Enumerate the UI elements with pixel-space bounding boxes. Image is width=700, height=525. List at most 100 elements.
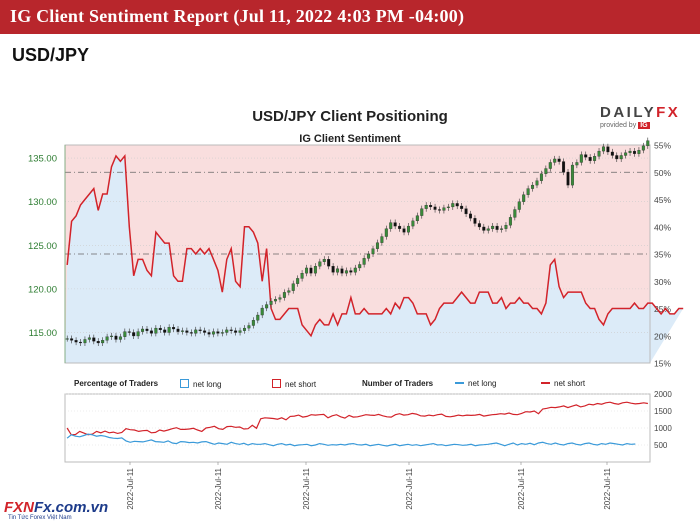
candle-body <box>141 328 145 332</box>
candle-body <box>628 150 632 153</box>
candle-body <box>531 184 535 189</box>
chart-subtitle: IG Client Sentiment <box>299 133 401 145</box>
candle-body <box>220 332 224 334</box>
candle-body <box>637 150 641 154</box>
candle-body <box>517 201 521 210</box>
report-header-bar: IG Client Sentiment Report (Jul 11, 2022… <box>0 0 700 34</box>
price-axis-tick-label: 115.00 <box>29 328 57 339</box>
candle-body <box>375 242 379 249</box>
net-short-swatch-icon <box>272 379 281 388</box>
price-axis-tick-label: 125.00 <box>28 241 57 252</box>
candle-body <box>145 328 149 331</box>
candle-body <box>402 228 406 233</box>
candle-body <box>367 253 371 259</box>
candle-body <box>105 336 109 341</box>
x-axis-date-label: 2022-Jul-11 <box>405 467 414 509</box>
percent-axis-tick-label: 20% <box>654 331 671 341</box>
candle-body <box>114 335 118 340</box>
percent-axis-tick-label: 30% <box>654 277 671 287</box>
candle-body <box>619 155 623 160</box>
candle-body <box>544 168 548 174</box>
dailyfx-wordmark: DAILY <box>600 104 657 121</box>
fxn-mark: FXN <box>4 499 34 516</box>
x-axis-date-label: 2022-Jul-11 <box>126 467 135 509</box>
candle-body <box>278 297 282 300</box>
candle-body <box>451 203 455 208</box>
candle-body <box>464 208 468 215</box>
legend-pct-net-short: net short <box>272 379 316 389</box>
candle-body <box>646 140 650 147</box>
candle-body <box>513 209 517 218</box>
candle-body <box>269 300 273 305</box>
candle-body <box>243 327 246 331</box>
candle-body <box>87 337 91 340</box>
legend-pct-net-long-label: net long <box>193 380 222 389</box>
candle-body <box>358 264 362 269</box>
candle-body <box>504 225 508 229</box>
candle-body <box>265 304 269 309</box>
candle-body <box>482 226 486 231</box>
x-axis-date-label: 2022-Jul-11 <box>214 467 223 509</box>
candle-body <box>313 266 317 274</box>
legend-num-net-short-label: net short <box>554 379 586 388</box>
candle-body <box>469 213 472 219</box>
candle-body <box>70 338 74 341</box>
legend-num-net-long: net long <box>455 379 496 388</box>
legend-num-net-short: net short <box>541 379 585 388</box>
candle-body <box>225 329 229 333</box>
candle-body <box>207 332 211 335</box>
candle-body <box>211 331 215 335</box>
currency-pair-title: USD/JPY <box>12 45 90 65</box>
candle-body <box>477 223 481 228</box>
candle-body <box>194 329 198 334</box>
candle-body <box>96 341 100 344</box>
candle-body <box>584 154 588 158</box>
candle-body <box>588 157 592 161</box>
candle-body <box>83 339 87 344</box>
candle-body <box>562 161 566 173</box>
candle-body <box>234 330 238 333</box>
dailyfx-provided-by: provided by <box>600 122 637 129</box>
candle-body <box>579 154 583 163</box>
dailyfx-fx: FX <box>656 104 681 121</box>
candle-body <box>575 162 579 166</box>
candle-body <box>442 207 446 211</box>
candle-body <box>433 206 437 210</box>
candle-body <box>371 248 375 255</box>
candle-body <box>180 330 184 332</box>
candle-body <box>486 228 490 231</box>
candle-body <box>282 292 286 298</box>
dailyfx-logo: DAILYFX provided by IG <box>600 104 682 129</box>
price-axis-tick-label: 135.00 <box>28 154 57 165</box>
percent-axis-tick-label: 35% <box>654 250 671 260</box>
candle-body <box>300 273 304 279</box>
candle-body <box>132 332 136 337</box>
legend-pct-net-short-label: net short <box>285 380 317 389</box>
candle-body <box>287 290 291 293</box>
candle-body <box>296 278 300 284</box>
candle-body <box>406 225 410 233</box>
percent-axis-tick-label: 45% <box>654 195 671 205</box>
net-long-traders-line <box>66 433 636 447</box>
candle-body <box>198 329 202 331</box>
candle-body <box>508 217 512 226</box>
candle-body <box>495 225 499 230</box>
fxn-tagline: Tin Tức Forex Việt Nam <box>8 515 72 521</box>
candle-body <box>429 205 433 208</box>
x-axis-date-label: 2022-Jul-11 <box>302 467 311 509</box>
candle-body <box>65 338 69 340</box>
candle-body <box>455 203 459 207</box>
candle-body <box>158 327 162 331</box>
candle-body <box>415 215 419 222</box>
legend-pct-net-long: net long <box>180 379 221 389</box>
net-long-area <box>65 155 684 363</box>
candle-body <box>176 328 180 332</box>
candle-body <box>327 259 331 267</box>
x-axis-date-label: 2022-Jul-11 <box>517 467 526 509</box>
candle-body <box>380 236 384 243</box>
candle-body <box>570 164 574 186</box>
candle-body <box>149 330 153 334</box>
candle-body <box>424 205 428 209</box>
candle-body <box>203 330 207 333</box>
candle-body <box>473 218 477 224</box>
